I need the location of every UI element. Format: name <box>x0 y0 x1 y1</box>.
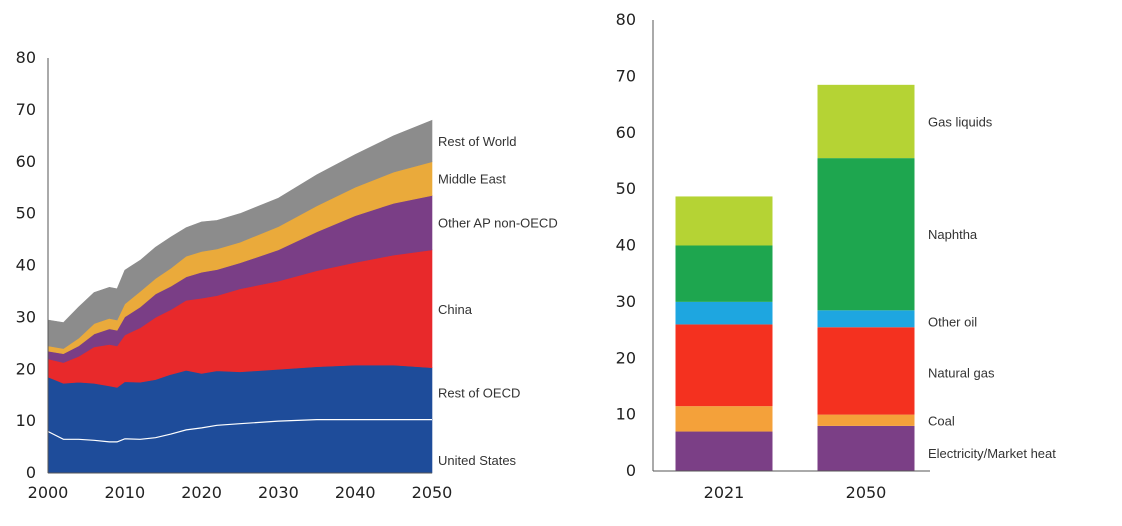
x-tick-label: 2050 <box>846 483 887 502</box>
y-tick-label: 60 <box>616 123 636 142</box>
y-tick-label: 50 <box>16 204 36 223</box>
x-tick-label: 2021 <box>704 483 745 502</box>
legend-label-naphtha: Naphtha <box>928 227 978 242</box>
bar-2021-gas-liquids <box>675 196 773 246</box>
bar-2021-natural-gas <box>675 324 773 407</box>
y-tick-label: 20 <box>616 348 636 367</box>
bar-2050-naphtha <box>817 158 915 311</box>
legend-label-other-ap-non-oecd: Other AP non-OECD <box>438 216 558 231</box>
x-tick-label: 2030 <box>258 483 299 502</box>
bar-2021-coal <box>675 406 773 432</box>
bar-2050-other-oil <box>817 310 915 328</box>
bar-2021-other-oil <box>675 301 773 325</box>
y-tick-label: 0 <box>626 461 636 480</box>
legend-label-gas-liquids: Gas liquids <box>928 114 993 129</box>
y-tick-label: 40 <box>616 236 636 255</box>
y-tick-label: 50 <box>616 179 636 198</box>
legend-label-middle-east: Middle East <box>438 172 506 187</box>
x-tick-label: 2020 <box>181 483 222 502</box>
y-tick-label: 10 <box>616 405 636 424</box>
legend-label-rest-of-world: Rest of World <box>438 134 517 149</box>
y-tick-label: 80 <box>616 10 636 29</box>
y-tick-label: 30 <box>616 292 636 311</box>
y-tick-label: 0 <box>26 463 36 482</box>
legend-label-electricity-market-heat: Electricity/Market heat <box>928 446 1056 461</box>
area-rest-of-world <box>47 119 433 349</box>
legend-label-rest-of-oecd: Rest of OECD <box>438 386 520 401</box>
y-tick-label: 40 <box>16 256 36 275</box>
legend-label-natural-gas: Natural gas <box>928 365 995 380</box>
bar-2050-coal <box>817 414 915 426</box>
legend-label-united-states: United States <box>438 453 517 468</box>
bar-2050-electricity-market-heat <box>817 425 915 471</box>
legend-label-other-oil: Other oil <box>928 315 977 330</box>
bar-2021-naphtha <box>675 245 773 302</box>
x-tick-label: 2040 <box>335 483 376 502</box>
y-tick-label: 70 <box>616 66 636 85</box>
y-tick-label: 30 <box>16 307 36 326</box>
bar-2050-gas-liquids <box>817 84 915 159</box>
legend-label-china: China <box>438 302 473 317</box>
x-tick-label: 2010 <box>104 483 145 502</box>
x-tick-label: 2050 <box>412 483 453 502</box>
legend-label-coal: Coal <box>928 413 955 428</box>
y-tick-label: 20 <box>16 359 36 378</box>
y-tick-label: 60 <box>16 152 36 171</box>
bar-2050-natural-gas <box>817 327 915 415</box>
y-tick-label: 10 <box>16 411 36 430</box>
right-bar-chart: 2021 2050 0 10 20 30 40 50 60 70 80 Electricity/Mar… <box>616 10 1057 502</box>
y-tick-label: 80 <box>16 48 36 67</box>
us-boundary-line <box>47 419 432 443</box>
bar-2021-electricity-market-heat <box>675 431 773 471</box>
y-tick-label: 70 <box>16 100 36 119</box>
x-tick-label: 2000 <box>28 483 69 502</box>
